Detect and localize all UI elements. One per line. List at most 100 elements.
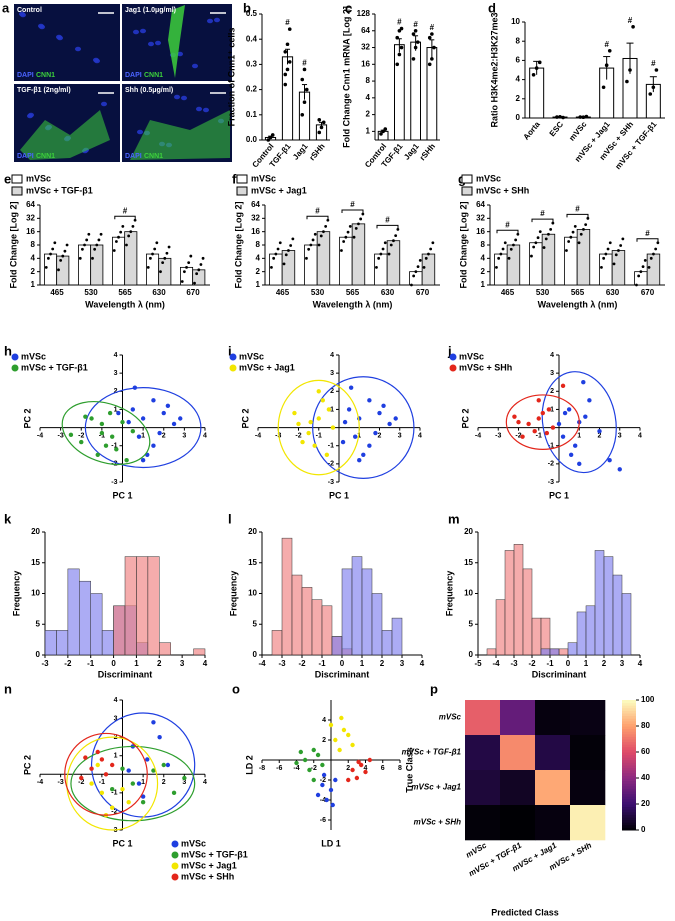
- legend-marker: [171, 851, 179, 859]
- y-tick-label: 20: [248, 527, 257, 536]
- data-point: [356, 759, 361, 765]
- y-tick-label: 2: [366, 110, 371, 119]
- data-point: [577, 241, 581, 245]
- colorbar-segment: [622, 796, 636, 800]
- colorbar-segment: [622, 749, 636, 753]
- nucleus: [148, 41, 154, 47]
- bar: [409, 271, 423, 286]
- colorbar-segment: [622, 785, 636, 789]
- legend-label: mVSc + SHh: [459, 362, 512, 372]
- histogram-bar: [271, 630, 283, 656]
- y-tick-label: 4: [550, 352, 554, 359]
- histogram-bar: [576, 611, 587, 656]
- y-axis-label: Fraction of Cnn1⁺ cells: [226, 28, 236, 127]
- bar: [269, 253, 283, 286]
- colorbar-segment: [622, 809, 636, 813]
- data-point: [583, 414, 588, 419]
- bar: [146, 253, 160, 286]
- data-point: [99, 790, 105, 796]
- x-tick-label: 3: [618, 432, 622, 439]
- x-tick-label: -3: [495, 432, 501, 439]
- legend-marker: [229, 353, 237, 361]
- legend-swatch: [11, 174, 23, 184]
- y-tick-label: 1: [366, 126, 371, 135]
- colorbar-segment: [622, 822, 636, 826]
- legend-label: mVSc + TGF-β1: [181, 849, 248, 859]
- x-tick-label: 4: [638, 659, 643, 668]
- stain-label: CNN1: [144, 72, 163, 79]
- x-tick-label: 3: [620, 659, 625, 668]
- data-point: [126, 768, 131, 773]
- x-tick-label: -1: [99, 779, 105, 786]
- data-point: [617, 467, 622, 472]
- y-tick-label: 2: [322, 737, 326, 744]
- data-point: [538, 230, 542, 234]
- data-point: [569, 235, 573, 239]
- data-point: [542, 246, 546, 249]
- data-point: [157, 430, 162, 436]
- data-point: [361, 452, 366, 457]
- y-tick-label: 10: [31, 589, 40, 598]
- significance-bracket: [496, 229, 519, 234]
- image-label: TGF-β1 (2ng/ml): [17, 87, 71, 94]
- colorbar-tick-label: 100: [641, 695, 655, 704]
- histogram-bar: [67, 568, 80, 656]
- bar: [316, 231, 331, 286]
- x-tick-label: -4: [492, 659, 500, 668]
- heatmap-cell: [535, 805, 571, 841]
- x-tick-label: 2: [380, 659, 385, 668]
- bar: [541, 233, 556, 286]
- panel-label: k: [4, 511, 12, 526]
- histogram-bar: [281, 537, 293, 656]
- data-point: [93, 247, 97, 251]
- data-point: [531, 73, 536, 77]
- data-point: [195, 272, 199, 276]
- significance: #: [385, 216, 390, 225]
- data-point: [322, 230, 325, 234]
- data-point: [178, 416, 183, 421]
- data-point: [413, 28, 418, 33]
- data-point: [367, 443, 372, 448]
- data-point: [359, 217, 363, 221]
- y-tick-label: 0.1: [246, 110, 258, 119]
- histogram-bar: [56, 630, 69, 656]
- colorbar-segment: [622, 783, 636, 787]
- bar: [386, 240, 401, 286]
- image-label: Control: [17, 7, 42, 14]
- colorbar-segment: [622, 806, 636, 810]
- panel-label: n: [4, 681, 12, 696]
- confidence-ellipse: [541, 371, 617, 474]
- data-point: [157, 734, 162, 740]
- data-point: [99, 430, 105, 436]
- data-point: [339, 715, 344, 721]
- y-tick-label: 4: [330, 352, 334, 359]
- data-point: [614, 253, 618, 257]
- data-point: [619, 244, 623, 247]
- micrograph: [14, 4, 120, 81]
- data-point: [80, 247, 84, 251]
- data-point: [87, 232, 91, 236]
- data-point: [352, 235, 356, 239]
- x-tick-label: Aorta: [521, 119, 542, 141]
- x-tick-label: -1: [536, 432, 542, 439]
- data-point: [119, 230, 123, 234]
- histogram-bar: [331, 636, 343, 656]
- significance-bracket: [376, 224, 399, 229]
- bar: [421, 253, 436, 286]
- data-point: [309, 243, 313, 247]
- data-point: [387, 421, 392, 427]
- y-tick-label: 32: [26, 213, 35, 222]
- x-tick-label: mVSc: [567, 119, 589, 142]
- data-point: [167, 245, 171, 249]
- stain-label: DAPI: [17, 153, 34, 160]
- histogram-bar: [90, 593, 103, 656]
- y-tick-label: 32: [361, 43, 370, 52]
- data-point: [78, 256, 82, 260]
- data-point: [197, 268, 201, 272]
- y-axis-label: LD 2: [244, 755, 254, 775]
- data-point: [320, 398, 325, 403]
- data-point: [305, 256, 308, 260]
- data-point: [130, 429, 136, 434]
- data-point: [63, 249, 67, 253]
- colorbar-tick-label: 20: [641, 799, 650, 808]
